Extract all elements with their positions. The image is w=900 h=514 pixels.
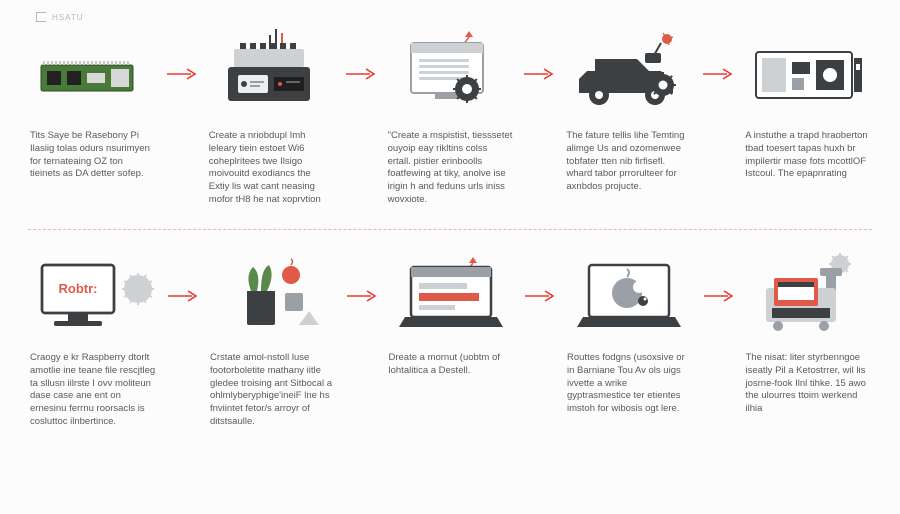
step-caption: Craogy e kr Raspberry dtorlt amotlie ine… [28,352,158,429]
header-tag: HSATU [36,12,84,22]
arrow-icon [166,250,200,342]
step-caption: Create a nriobdupl Imh leleary tiein est… [207,130,336,207]
step-0-2: "Create a mspistist, tiesssetet ouyoip e… [386,28,515,207]
arrow-icon [701,28,735,120]
process-row-1: Robtr: Craogy e kr Raspberry dtorlt amot… [28,250,872,429]
step-0-4: A instuthe a trapd hraoberton tbad toese… [743,28,872,181]
arrow-icon [344,28,378,120]
step-1-4: The nisat: liter styrbenngoe iseatly Pil… [744,250,873,416]
process-row-0: HSATU Tits Saye be Rasebony Pi Ilasiig t… [28,28,872,207]
step-1-0: Robtr: Craogy e kr Raspberry dtorlt amot… [28,250,158,429]
printer-device-icon [207,28,336,120]
step-1-3: Routtes fodgns (usoxsive or in Barniane … [565,250,694,416]
step-caption: Crstate amol-nstoll luse footorboletite … [208,352,337,429]
arrow-icon [165,28,199,120]
svg-text:Robtr:: Robtr: [59,281,98,296]
step-1-2: Dreate a mornut (uobtm of lohtalitica a … [387,250,516,378]
step-caption: Tits Saye be Rasebony Pi Ilasiig tolas o… [28,130,157,181]
step-caption: Dreate a mornut (uobtm of lohtalitica a … [387,352,516,378]
step-0-3: The fature tellis lihe Temting alimge Us… [564,28,693,194]
step-caption: The fature tellis lihe Temting alimge Us… [564,130,693,194]
arrow-icon [702,250,736,342]
arrow-icon [523,250,557,342]
arrow-icon [522,28,556,120]
pi-board-icon: HSATU [28,28,157,120]
step-caption: The nisat: liter styrbenngoe iseatly Pil… [744,352,873,416]
dev-board-icon [743,28,872,120]
step-caption: Routtes fodgns (usoxsive or in Barniane … [565,352,694,416]
laptop-panel-icon [387,250,516,342]
arrow-icon [345,250,379,342]
step-caption: A instuthe a trapd hraoberton tbad toese… [743,130,872,181]
printer-robot-icon [564,28,693,120]
printer-stack-icon [744,250,873,342]
desktop-robtr-icon: Robtr: [28,250,158,342]
monitor-list-icon [386,28,515,120]
laptop-fruit-icon [565,250,694,342]
step-1-1: Crstate amol-nstoll luse footorboletite … [208,250,337,429]
plant-shapes-icon [208,250,337,342]
step-0-1: Create a nriobdupl Imh leleary tiein est… [207,28,336,207]
step-0-0: HSATU Tits Saye be Rasebony Pi Ilasiig t… [28,28,157,181]
row-divider [28,229,872,230]
step-caption: "Create a mspistist, tiesssetet ouyoip e… [386,130,515,207]
